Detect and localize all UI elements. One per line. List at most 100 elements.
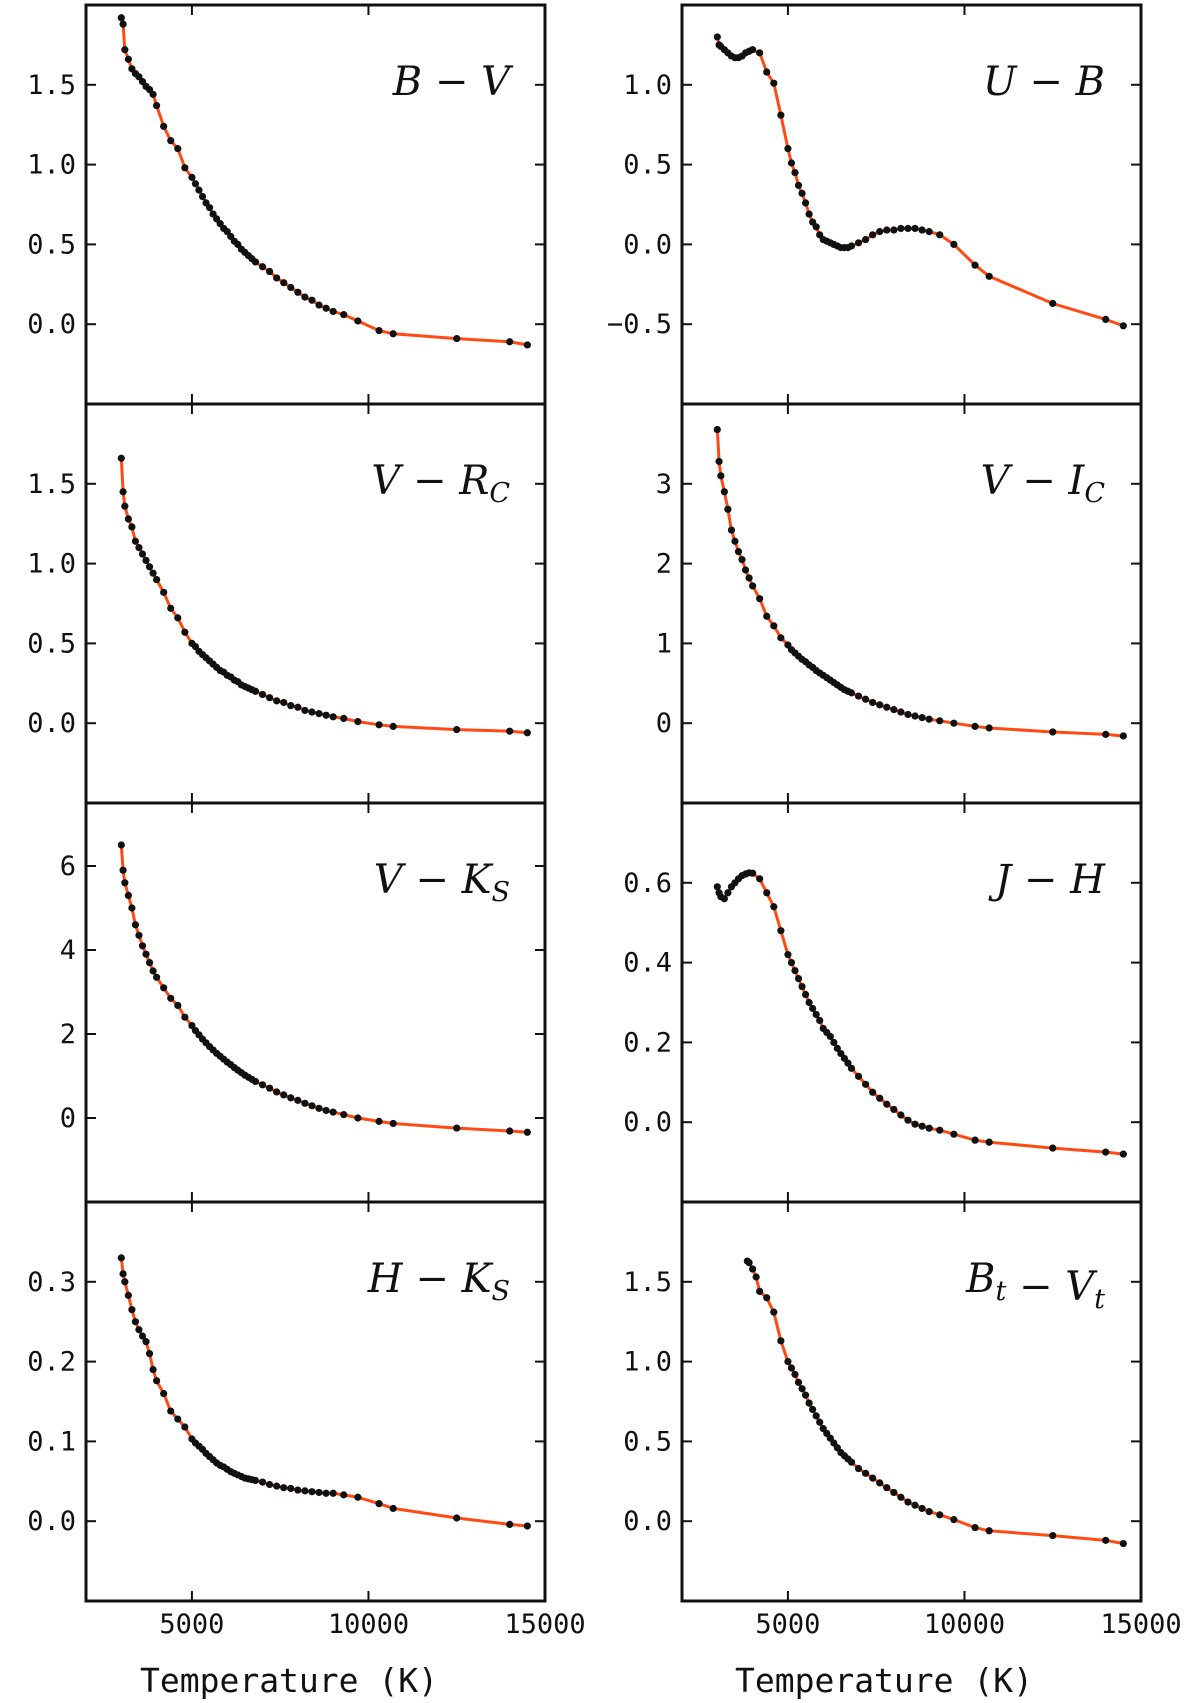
panel-8-data-point [869, 1474, 877, 1482]
panel-7-data-point [287, 1484, 295, 1493]
panel-3-label-main2: R [458, 458, 489, 504]
panel-1-data-point [301, 293, 309, 301]
panel-6: 0.0 0.2 0.4 0.6 J − H [623, 801, 1143, 1204]
panel-3-ytick-label: 1.0 [27, 549, 76, 580]
panel-8-label: Bt − Vt [965, 1256, 1105, 1315]
panel-6-data-point [971, 1136, 979, 1144]
panel-5-data-point [142, 950, 150, 958]
panel-2-data-point [890, 226, 898, 234]
panel-5-data-point [375, 1117, 383, 1125]
panel-2-label-main: U [983, 59, 1018, 105]
panel-5-data-point [117, 841, 125, 849]
panel-6-data-point [1102, 1148, 1110, 1156]
panel-7-data-point [160, 1389, 168, 1398]
panel-8: 0.0 0.5 1.0 1.5 5000 10000 15000 Bt − Vt [623, 1200, 1182, 1640]
panel-2-data-point [925, 228, 933, 236]
panel-4-label-sub2: C [1084, 478, 1105, 509]
panel-4: 0 1 2 3 V − IC [656, 402, 1143, 805]
panel-1-data-point [153, 101, 161, 110]
panel-2-data-point [936, 231, 944, 239]
panel-6-data-point [847, 1064, 856, 1072]
panel-7-data-point [294, 1486, 302, 1494]
panel-8-data-point [763, 1294, 771, 1302]
panel-4-ytick-label: 1 [656, 628, 672, 659]
panel-7-ytick-label: 0.3 [27, 1267, 76, 1298]
panel-2-data-point [805, 210, 813, 218]
panel-6-series-line [715, 871, 1124, 1156]
panel-1-data-point [119, 20, 127, 28]
panel-8-data-point [794, 1378, 803, 1386]
panel-6-data-point [720, 895, 728, 903]
panel-8-data-point [749, 1265, 757, 1273]
panel-8-data-point [784, 1358, 792, 1366]
panel-3-data-point [315, 710, 323, 718]
panel-5-data-point [287, 1094, 295, 1102]
panel-8-data-point [890, 1488, 898, 1497]
panel-7-data-point [251, 1476, 260, 1485]
panel-4-data-point [734, 548, 743, 556]
panel-7-ytick-label: 0.0 [27, 1506, 76, 1537]
panel-6-label-main2: H [1069, 857, 1106, 903]
panel-3-ytick-label: 0.0 [27, 708, 76, 739]
panel-4-data-point [713, 425, 721, 434]
panel-8-label-main2: V [1065, 1264, 1098, 1310]
panel-3-data-point [131, 537, 140, 545]
panel-8-data-point [756, 1287, 764, 1295]
panel-4-data-point [715, 457, 723, 466]
panel-4-data-point [720, 488, 728, 496]
panel-6-data-point [801, 990, 810, 999]
panel-5-ytick-label: 0 [60, 1103, 76, 1134]
panel-3-data-point [308, 708, 316, 716]
panel-2-data-point [1049, 299, 1057, 308]
panel-3-data-point [119, 488, 127, 496]
panel-8-label-main: B [965, 1256, 995, 1302]
panel-8-data-point [1119, 1539, 1127, 1548]
panel-5-data-point [160, 984, 168, 992]
panel-6-data-point [787, 959, 796, 967]
panel-3-data-point [389, 722, 397, 730]
panel-7-label-main2: K [461, 1256, 494, 1302]
panel-6-data-point [876, 1094, 884, 1102]
panel-2-data-point [812, 223, 820, 231]
panel-8-data-point [801, 1391, 810, 1399]
panel-3-data-point [160, 588, 168, 596]
panel-6-data-point [724, 889, 732, 897]
panel-3-data-point [294, 703, 302, 711]
panel-8-data-point [950, 1516, 958, 1524]
panel-1-ytick-label: 0.5 [27, 229, 76, 260]
panel-6-data-point [897, 1111, 905, 1119]
panel-5-data-point [294, 1096, 302, 1104]
panel-7-ytick-label: 0.2 [27, 1347, 76, 1378]
panel-3-data-point [117, 454, 125, 462]
panel-6-data-point [830, 1038, 838, 1046]
panel-7-data-point [149, 1365, 157, 1374]
panel-7-data-point [153, 1377, 161, 1385]
panel-6-data-point [763, 889, 771, 897]
panel-4-data-point [869, 698, 877, 707]
panel-1-data-point [205, 204, 214, 212]
panel-6-data-point [809, 1004, 817, 1013]
panel-8-data-point [897, 1493, 905, 1501]
panel-3-data-point [375, 721, 383, 729]
panel-3-data-point [453, 725, 461, 734]
panel-2-data-point [911, 224, 919, 233]
panel-6-data-point [1119, 1150, 1127, 1158]
panel-2-label-minus: − [1017, 59, 1076, 105]
panel-6-label: J − H [988, 857, 1106, 903]
panel-8-data-point [918, 1504, 926, 1513]
panel-3-data-point [523, 729, 531, 737]
panel-5-data-point [149, 967, 157, 975]
panel-1-label-main2: V [481, 59, 514, 105]
panel-3-data-point [138, 550, 147, 558]
panel-7-data-point [301, 1487, 309, 1495]
panel-7: 0.0 0.1 0.2 0.3 5000 10000 15000 H − KS [27, 1200, 586, 1640]
panel-2-data-point [777, 111, 785, 119]
panel-5-label-minus: − [403, 857, 462, 903]
panel-3-data-point [135, 544, 143, 552]
panel-2-data-point [876, 228, 884, 236]
panel-8-data-point [883, 1484, 891, 1492]
panel-2-data-point [801, 199, 810, 207]
panel-7-frame [84, 1200, 547, 1603]
panel-8-data-point [1049, 1531, 1057, 1540]
panel-5-data-point [389, 1119, 397, 1128]
